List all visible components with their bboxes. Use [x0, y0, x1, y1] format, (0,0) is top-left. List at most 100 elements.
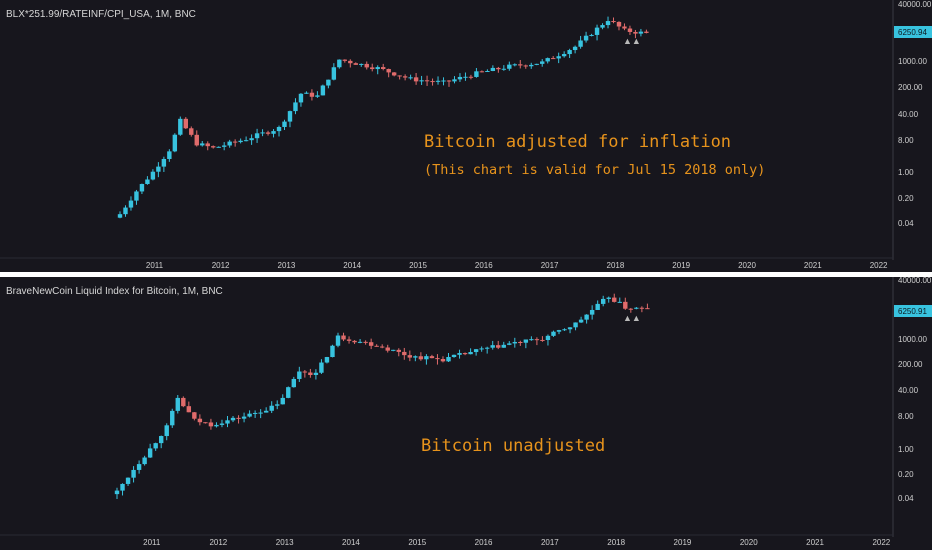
- candle: [205, 141, 210, 151]
- x-tick-label: 2022: [870, 261, 888, 270]
- candle: [424, 354, 429, 365]
- candle: [286, 386, 291, 399]
- candle: [584, 314, 589, 324]
- candle: [236, 415, 241, 424]
- candle: [216, 146, 221, 148]
- candle: [172, 133, 178, 153]
- candle: [353, 62, 358, 65]
- candle: [271, 129, 276, 138]
- x-tick-label: 2011: [143, 538, 161, 547]
- last-price-tag: [894, 305, 932, 317]
- candle: [463, 72, 468, 81]
- y-tick-label: 1.00: [898, 445, 914, 454]
- candle: [120, 483, 125, 496]
- candle: [512, 337, 517, 348]
- candle: [638, 28, 644, 37]
- candle: [567, 48, 572, 58]
- candle: [611, 17, 616, 24]
- candle: [589, 305, 595, 320]
- candle: [320, 84, 326, 96]
- y-tick-label: 200.00: [898, 83, 923, 92]
- candle: [529, 62, 534, 69]
- candle: [145, 176, 150, 185]
- x-tick-label: 2021: [806, 538, 824, 547]
- candle: [346, 336, 352, 344]
- candle: [440, 356, 446, 363]
- candle: [380, 344, 385, 349]
- candle: [424, 75, 430, 86]
- candle: [142, 455, 147, 466]
- chart-pane-unadjusted[interactable]: 40000.00 1000.00 200.00 40.00 8.00 1.00 0.20 0.…: [0, 277, 932, 550]
- x-tick-label: 2022: [872, 538, 890, 547]
- candle: [430, 78, 435, 86]
- candle: [159, 435, 164, 449]
- candle: [298, 93, 304, 107]
- candle: [241, 412, 247, 423]
- candle: [617, 297, 622, 303]
- y-tick-label: 40.00: [898, 110, 919, 119]
- annotation-title: Bitcoin unadjusted: [421, 436, 606, 456]
- candle: [247, 410, 252, 418]
- candle: [391, 72, 397, 77]
- candle: [170, 408, 175, 428]
- candle: [178, 116, 183, 136]
- candle: [518, 59, 523, 69]
- candle: [418, 352, 424, 361]
- candle: [540, 59, 545, 67]
- candle: [364, 61, 369, 70]
- candle: [342, 59, 348, 63]
- candle: [291, 376, 296, 388]
- candle: [600, 23, 605, 30]
- candle: [324, 356, 330, 364]
- candle: [280, 394, 285, 405]
- candle: [269, 401, 274, 414]
- event-markers[interactable]: ▲▲: [623, 36, 641, 46]
- candle: [128, 196, 134, 211]
- candle: [545, 334, 551, 346]
- candle: [181, 396, 186, 408]
- candle: [203, 422, 208, 424]
- last-price-tag: [894, 26, 932, 38]
- candle: [501, 341, 506, 348]
- last-price-label: 6250.94: [898, 28, 927, 37]
- candle: [446, 353, 451, 363]
- candle: [396, 348, 401, 357]
- candle: [297, 366, 302, 382]
- candle: [512, 63, 517, 67]
- y-tick-label: 1.00: [898, 168, 914, 177]
- candle: [167, 149, 172, 162]
- candle: [627, 25, 633, 35]
- candle: [556, 329, 562, 335]
- candle: [341, 332, 346, 342]
- candle: [545, 57, 550, 64]
- candle: [606, 296, 611, 303]
- candle: [156, 162, 161, 178]
- candle: [330, 344, 335, 358]
- candle: [164, 423, 169, 441]
- candle: [319, 359, 324, 374]
- chart-pane-adjusted[interactable]: 40000.00 1000.00 200.00 40.00 8.00 1.00 0.20 0.…: [0, 0, 932, 272]
- x-tick-label: 2017: [541, 261, 559, 270]
- candle: [386, 68, 391, 78]
- y-tick-label: 8.00: [898, 412, 914, 421]
- candle: [359, 63, 364, 67]
- candlestick-chart-unadjusted[interactable]: 40000.00 1000.00 200.00 40.00 8.00 1.00 0.20 0.…: [0, 277, 932, 550]
- candlestick-chart-adjusted[interactable]: 40000.00 1000.00 200.00 40.00 8.00 1.00 0.20 0.…: [0, 0, 932, 272]
- y-tick-label: 1000.00: [898, 335, 927, 344]
- candle: [254, 128, 260, 143]
- candle: [117, 211, 123, 219]
- candle: [501, 65, 507, 71]
- candle: [562, 328, 567, 331]
- candle: [214, 422, 219, 428]
- candle: [370, 63, 375, 72]
- candle: [131, 466, 136, 483]
- candle: [484, 346, 490, 354]
- x-tick-label: 2012: [212, 261, 230, 270]
- candle: [227, 139, 232, 148]
- candle: [623, 297, 628, 310]
- candle: [490, 65, 496, 72]
- candle: [197, 414, 203, 426]
- x-tick-label: 2014: [343, 261, 361, 270]
- event-markers[interactable]: ▲▲: [623, 313, 641, 323]
- x-tick-label: 2011: [146, 261, 164, 270]
